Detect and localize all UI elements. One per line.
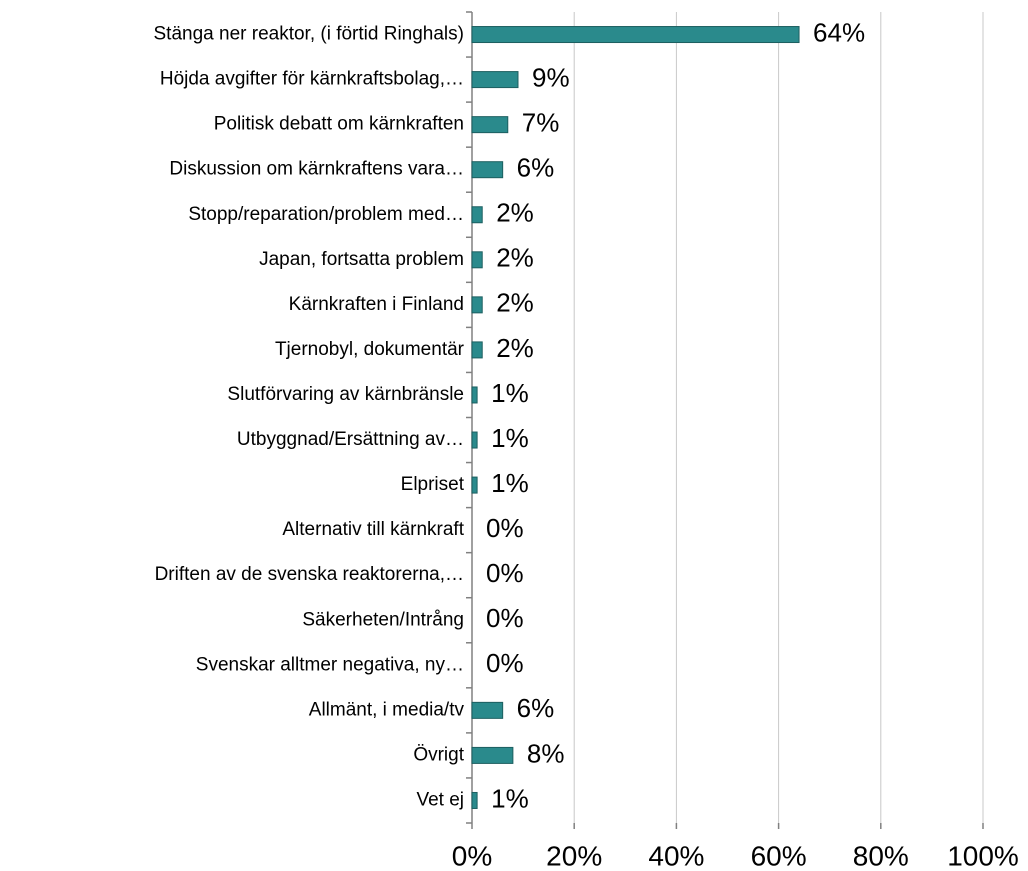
bar xyxy=(471,341,483,359)
value-label: 6% xyxy=(517,153,555,183)
bar xyxy=(471,71,519,89)
x-tick-label: 20% xyxy=(546,840,602,871)
bar xyxy=(471,251,483,269)
y-tick-label: Allmänt, i media/tv xyxy=(309,699,465,720)
y-tick-label: Stopp/reparation/problem med… xyxy=(188,204,464,225)
bar xyxy=(471,746,514,764)
y-tick-label: Kärnkraften i Finland xyxy=(289,294,464,315)
y-tick-label: Stänga ner reaktor, (i förtid Ringhals) xyxy=(154,24,465,45)
bar xyxy=(471,701,504,719)
y-tick-label: Politisk debatt om kärnkraften xyxy=(214,114,464,135)
bar xyxy=(471,26,800,44)
value-label: 64% xyxy=(813,17,865,47)
y-tick-label: Alternativ till kärnkraft xyxy=(282,519,464,540)
x-tick-label: 100% xyxy=(947,840,1019,871)
bar xyxy=(471,431,478,449)
bar xyxy=(471,161,504,179)
y-tick-label: Höjda avgifter för kärnkraftsbolag,… xyxy=(160,69,464,90)
y-tick-label: Slutförvaring av kärnbränsle xyxy=(227,384,464,405)
bar xyxy=(471,476,478,494)
bar xyxy=(471,386,478,404)
y-tick-label: Elpriset xyxy=(401,474,465,495)
value-label: 9% xyxy=(532,62,570,92)
y-tick-label: Övrigt xyxy=(413,744,464,765)
x-tick-label: 80% xyxy=(853,840,909,871)
value-label: 0% xyxy=(486,558,524,588)
y-tick-label: Utbyggnad/Ersättning av… xyxy=(237,429,464,450)
value-label: 1% xyxy=(491,468,529,498)
bar xyxy=(471,206,483,224)
value-label: 2% xyxy=(496,333,534,363)
value-label: 2% xyxy=(496,243,534,273)
value-label: 1% xyxy=(491,378,529,408)
bar xyxy=(471,116,509,134)
value-label: 1% xyxy=(491,423,529,453)
value-label: 1% xyxy=(491,783,529,813)
value-label: 0% xyxy=(486,648,524,678)
value-label: 6% xyxy=(517,693,555,723)
y-tick-label: Driften av de svenska reaktorerna,… xyxy=(155,564,464,585)
y-tick-label: Diskussion om kärnkraftens vara… xyxy=(169,159,464,180)
value-label: 0% xyxy=(486,513,524,543)
value-label: 2% xyxy=(496,288,534,318)
value-label: 7% xyxy=(522,108,560,138)
y-tick-label: Säkerheten/Intrång xyxy=(302,609,464,630)
bar xyxy=(471,296,483,314)
x-tick-label: 0% xyxy=(452,840,492,871)
value-label: 0% xyxy=(486,603,524,633)
x-tick-label: 40% xyxy=(648,840,704,871)
x-tick-label: 60% xyxy=(751,840,807,871)
y-tick-label: Vet ej xyxy=(416,789,464,810)
y-tick-label: Svenskar alltmer negativa, ny… xyxy=(196,654,464,675)
y-tick-label: Tjernobyl, dokumentär xyxy=(275,339,465,360)
bar xyxy=(471,791,478,809)
value-label: 8% xyxy=(527,738,565,768)
y-tick-label: Japan, fortsatta problem xyxy=(259,249,464,270)
value-label: 2% xyxy=(496,198,534,228)
